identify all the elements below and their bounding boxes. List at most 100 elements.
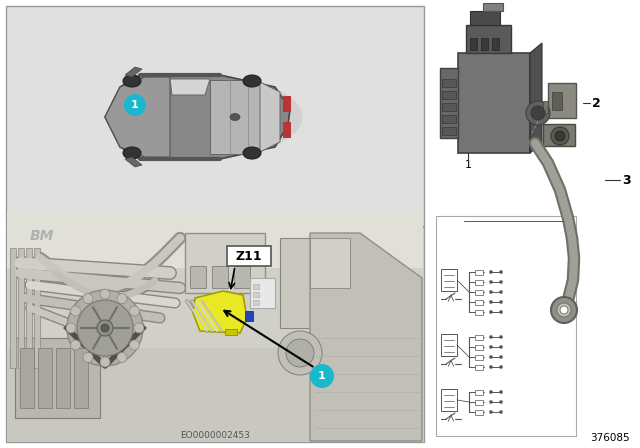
Circle shape <box>499 280 503 284</box>
Circle shape <box>551 127 569 145</box>
Ellipse shape <box>243 75 261 87</box>
Bar <box>442 91 456 99</box>
Bar <box>15 338 100 418</box>
Bar <box>74 348 88 408</box>
Bar <box>475 335 483 340</box>
Circle shape <box>310 364 334 388</box>
Circle shape <box>129 340 140 350</box>
Circle shape <box>499 290 503 294</box>
Text: 1: 1 <box>131 100 139 110</box>
Bar <box>470 11 500 25</box>
Circle shape <box>499 410 503 414</box>
Circle shape <box>117 293 127 304</box>
Circle shape <box>555 131 565 141</box>
Circle shape <box>97 320 113 336</box>
Polygon shape <box>105 77 170 157</box>
Circle shape <box>499 310 503 314</box>
Circle shape <box>83 293 93 304</box>
Circle shape <box>499 365 503 369</box>
Bar <box>475 409 483 414</box>
Bar <box>253 292 259 297</box>
Bar <box>440 68 458 138</box>
Bar <box>548 83 576 118</box>
FancyBboxPatch shape <box>227 246 271 266</box>
Circle shape <box>489 300 493 304</box>
Bar <box>470 38 477 50</box>
Circle shape <box>499 390 503 394</box>
Circle shape <box>489 310 493 314</box>
Circle shape <box>77 300 133 356</box>
Text: 2: 2 <box>592 96 601 109</box>
Circle shape <box>489 355 493 359</box>
Bar <box>441 389 457 411</box>
Circle shape <box>499 355 503 359</box>
Bar <box>283 122 291 138</box>
Circle shape <box>101 324 109 332</box>
Bar <box>436 216 576 436</box>
Bar <box>18 248 24 368</box>
Bar <box>466 25 511 53</box>
Circle shape <box>100 289 110 299</box>
Ellipse shape <box>230 113 240 121</box>
Ellipse shape <box>243 147 261 159</box>
Bar <box>250 278 275 308</box>
Ellipse shape <box>123 147 141 159</box>
Polygon shape <box>170 79 210 95</box>
Circle shape <box>117 353 127 362</box>
Bar <box>212 266 228 288</box>
Bar <box>283 96 291 112</box>
Circle shape <box>489 290 493 294</box>
Circle shape <box>489 270 493 274</box>
Text: Z11: Z11 <box>236 250 262 263</box>
Bar <box>34 248 40 368</box>
Circle shape <box>278 331 322 375</box>
Circle shape <box>499 345 503 349</box>
Circle shape <box>489 365 493 369</box>
Bar <box>190 266 206 288</box>
Bar <box>442 79 456 87</box>
Bar <box>38 348 52 408</box>
Circle shape <box>499 270 503 274</box>
Bar <box>552 92 562 110</box>
Bar <box>10 248 16 368</box>
Bar <box>441 269 457 291</box>
Bar <box>56 348 70 408</box>
Bar <box>253 284 259 289</box>
Circle shape <box>83 353 93 362</box>
Bar <box>475 400 483 405</box>
Bar <box>253 300 259 305</box>
Bar <box>7 348 423 441</box>
Bar <box>7 211 423 268</box>
Bar <box>6 6 424 226</box>
Circle shape <box>134 323 144 333</box>
Text: 3: 3 <box>622 173 630 186</box>
Polygon shape <box>125 157 142 167</box>
Polygon shape <box>310 233 422 441</box>
Text: 376085: 376085 <box>590 433 630 443</box>
Ellipse shape <box>123 75 141 87</box>
Circle shape <box>70 306 81 316</box>
Bar <box>6 227 424 442</box>
Circle shape <box>499 400 503 404</box>
Circle shape <box>489 345 493 349</box>
Bar <box>7 268 423 348</box>
Bar <box>483 3 503 11</box>
Bar <box>543 124 575 146</box>
Circle shape <box>557 303 571 317</box>
Circle shape <box>100 357 110 367</box>
Circle shape <box>499 300 503 304</box>
Bar <box>475 365 483 370</box>
Polygon shape <box>530 43 542 153</box>
Circle shape <box>489 400 493 404</box>
Bar <box>475 345 483 349</box>
Circle shape <box>489 390 493 394</box>
Circle shape <box>489 410 493 414</box>
Bar <box>481 38 488 50</box>
Text: 1: 1 <box>465 160 472 170</box>
Circle shape <box>560 306 568 314</box>
Bar <box>185 233 265 293</box>
Polygon shape <box>260 82 280 152</box>
Bar <box>234 266 250 288</box>
Bar <box>475 354 483 359</box>
Bar <box>26 248 32 368</box>
